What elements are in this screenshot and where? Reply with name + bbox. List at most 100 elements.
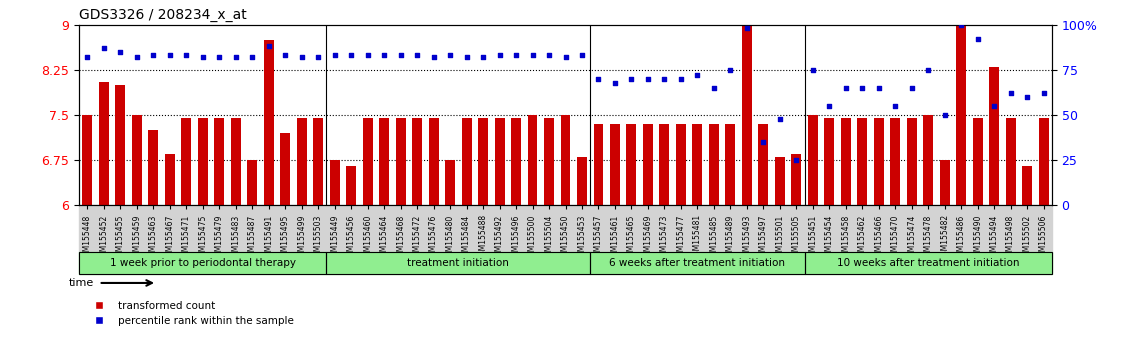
Point [1035, 91, 1053, 96]
Bar [792, 154, 801, 205]
Bar [759, 124, 768, 205]
Point [161, 53, 179, 58]
Bar [83, 115, 93, 205]
Point [226, 55, 244, 60]
Bar [330, 160, 339, 205]
Bar [676, 124, 685, 205]
Bar [1022, 166, 1033, 205]
Point [705, 85, 723, 91]
Bar [627, 124, 637, 205]
Point [903, 85, 921, 91]
Bar [1005, 118, 1016, 205]
Text: GDS3326 / 208234_x_at: GDS3326 / 208234_x_at [79, 8, 247, 22]
Bar [742, 25, 752, 205]
Bar [808, 115, 818, 205]
Point [754, 139, 772, 145]
Bar [363, 118, 372, 205]
Bar [890, 118, 900, 205]
Bar [940, 160, 950, 205]
Bar [709, 124, 719, 205]
Point [391, 53, 409, 58]
Bar [973, 118, 983, 205]
Point [539, 53, 558, 58]
Point [737, 25, 756, 31]
Bar [840, 118, 851, 205]
Point [441, 53, 459, 58]
Point [326, 53, 344, 58]
Bar [857, 118, 867, 205]
Bar [594, 124, 604, 205]
Text: 6 weeks after treatment initiation: 6 weeks after treatment initiation [610, 258, 785, 268]
Point [243, 55, 261, 60]
Point [210, 55, 228, 60]
Point [853, 85, 871, 91]
Bar [561, 115, 570, 205]
Point [111, 49, 129, 55]
FancyBboxPatch shape [79, 252, 327, 274]
Point [343, 53, 361, 58]
Bar [148, 130, 158, 205]
Bar [231, 118, 241, 205]
Point [820, 103, 838, 109]
Bar [824, 118, 835, 205]
Bar [494, 118, 504, 205]
Point [887, 103, 905, 109]
Point [556, 55, 575, 60]
Point [128, 55, 146, 60]
Bar [215, 118, 224, 205]
Point [424, 55, 442, 60]
Bar [379, 118, 389, 205]
Bar [544, 118, 554, 205]
Point [622, 76, 640, 82]
Point [309, 55, 327, 60]
Point [193, 55, 211, 60]
Bar [923, 115, 933, 205]
Point [95, 45, 113, 51]
Bar [725, 124, 735, 205]
Bar [956, 25, 966, 205]
Bar [1038, 118, 1048, 205]
Bar [296, 118, 307, 205]
Bar [181, 118, 191, 205]
Bar [446, 160, 455, 205]
Bar [610, 124, 620, 205]
Point [1002, 91, 1020, 96]
Text: 10 weeks after treatment initiation: 10 weeks after treatment initiation [837, 258, 1019, 268]
Bar [461, 118, 472, 205]
Point [359, 53, 377, 58]
Point [178, 53, 196, 58]
FancyBboxPatch shape [590, 252, 804, 274]
Point [293, 55, 311, 60]
Bar [644, 124, 653, 205]
Text: 1 week prior to periodontal therapy: 1 week prior to periodontal therapy [110, 258, 296, 268]
Point [474, 55, 492, 60]
Bar [115, 85, 126, 205]
Point [408, 53, 426, 58]
Bar [874, 118, 883, 205]
Bar [396, 118, 406, 205]
Bar [659, 124, 670, 205]
Bar [527, 115, 537, 205]
Point [145, 53, 163, 58]
Point [787, 157, 805, 163]
Point [1018, 94, 1036, 100]
Point [573, 53, 592, 58]
Point [375, 53, 394, 58]
Bar [132, 115, 141, 205]
Bar [346, 166, 356, 205]
Legend: transformed count, percentile rank within the sample: transformed count, percentile rank withi… [85, 297, 297, 330]
Point [770, 116, 788, 121]
Bar [990, 67, 999, 205]
Bar [692, 124, 702, 205]
Bar [775, 157, 785, 205]
Text: treatment initiation: treatment initiation [407, 258, 509, 268]
Bar [577, 157, 587, 205]
Bar [429, 118, 439, 205]
Point [524, 53, 542, 58]
Bar [98, 82, 109, 205]
Point [276, 53, 294, 58]
Point [952, 22, 970, 28]
Bar [511, 118, 521, 205]
Point [458, 55, 476, 60]
Point [589, 76, 607, 82]
